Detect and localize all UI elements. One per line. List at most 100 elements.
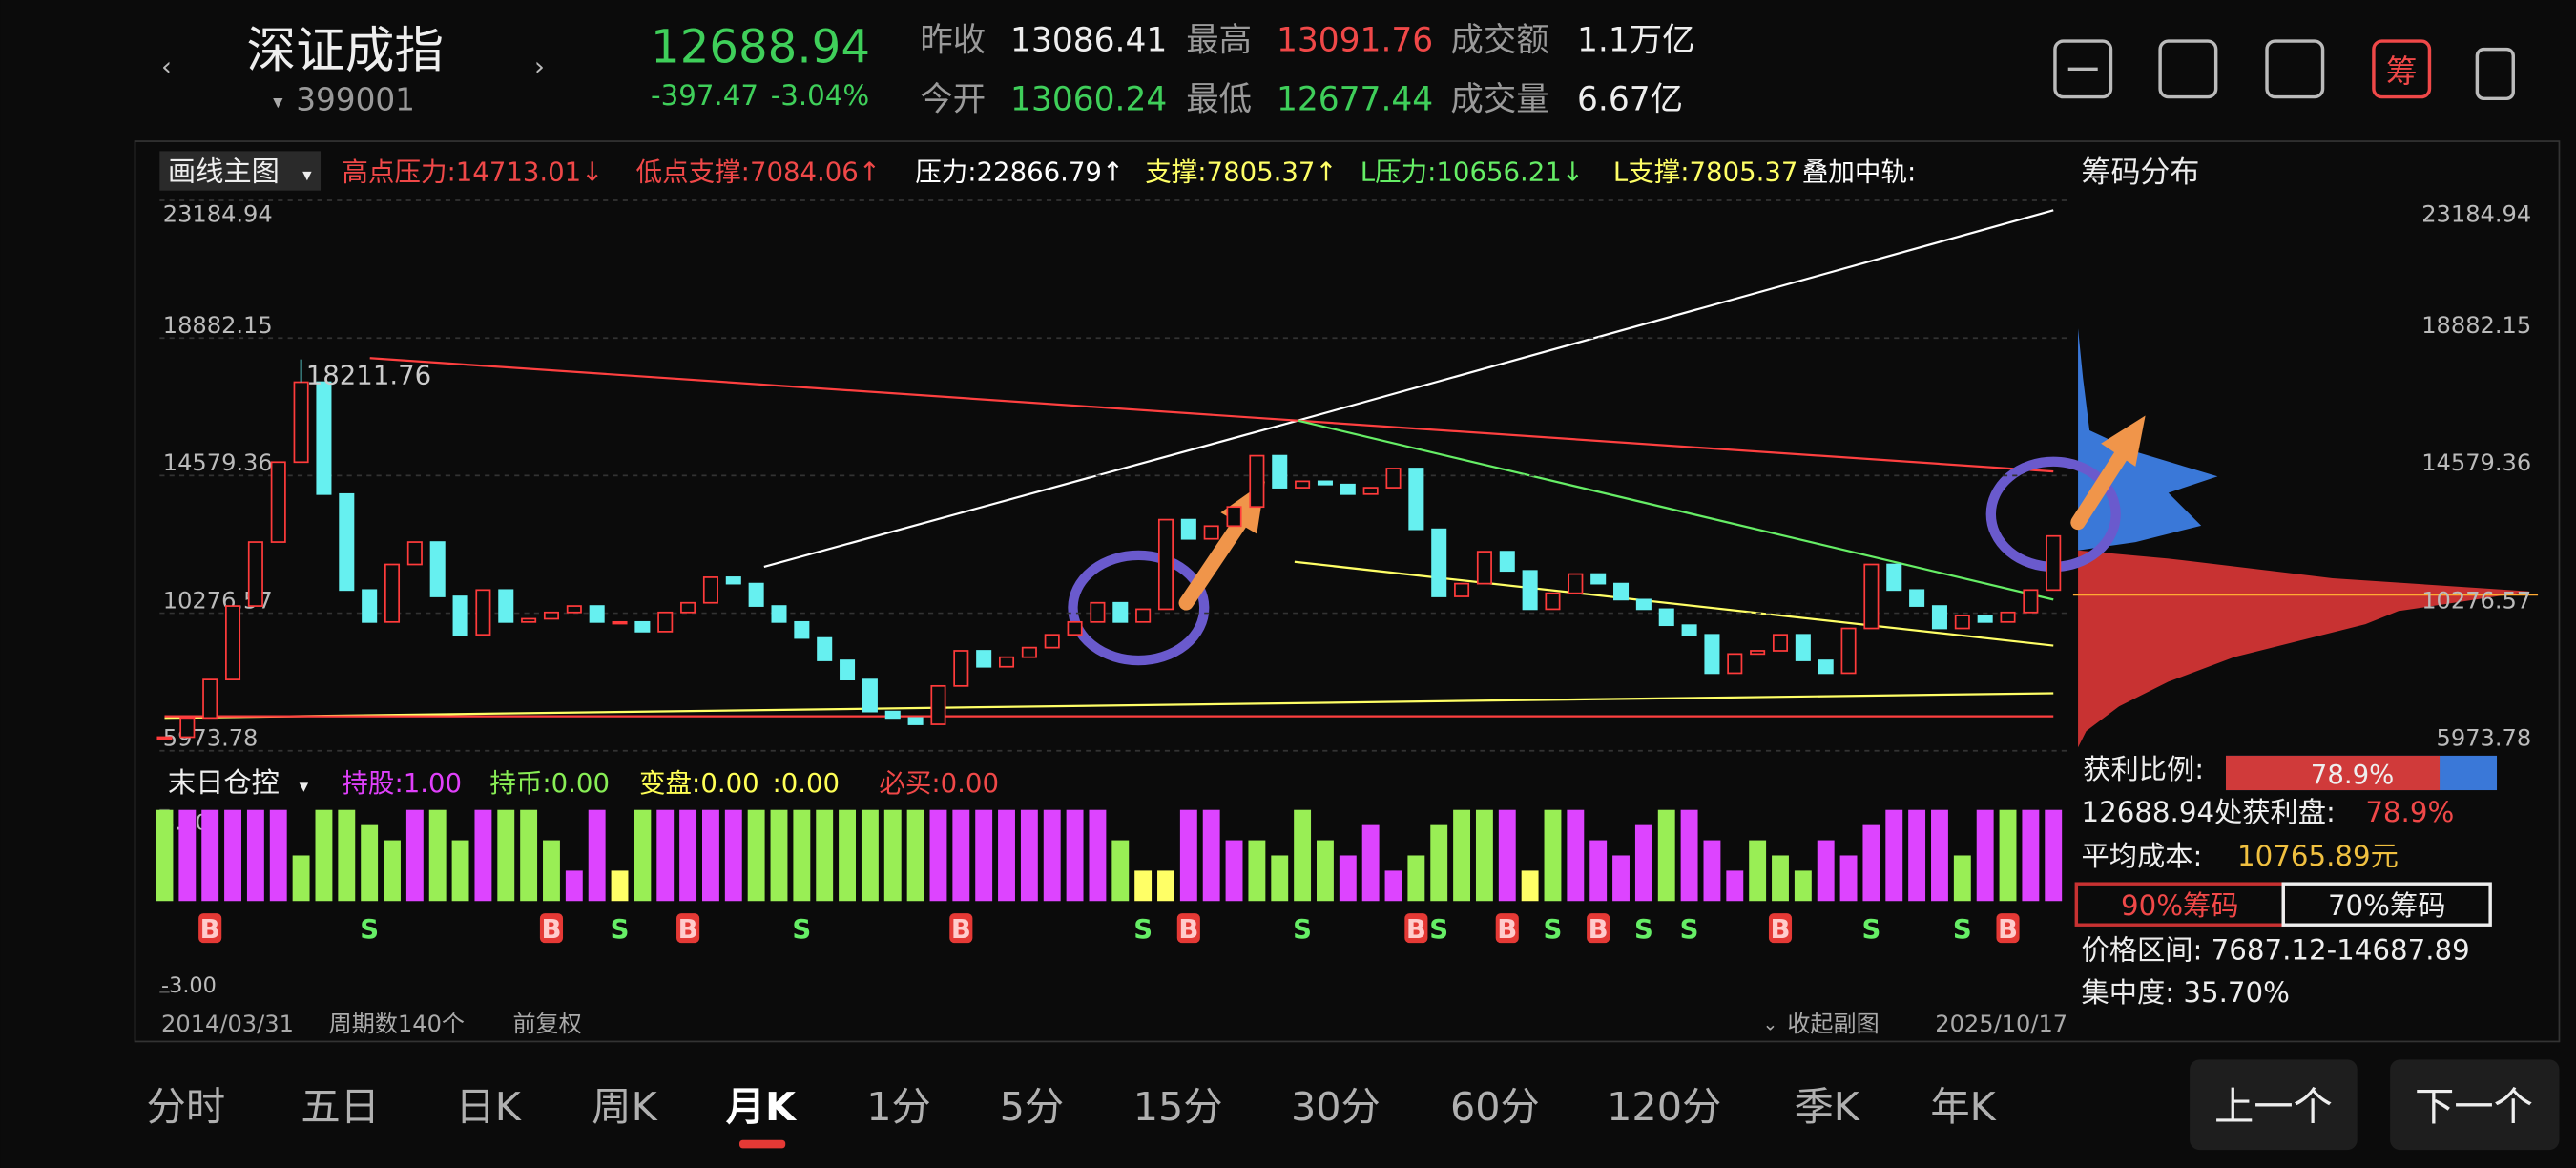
candle [840,659,856,680]
signal: B [1178,914,1198,945]
btn-70[interactable]: 70%筹码 [2328,889,2446,922]
footer-adjust: 前复权 [512,1011,581,1037]
candle [1090,601,1106,623]
tab[interactable]: 日K [455,1084,521,1130]
signal: B [951,914,971,945]
y-tick-label-right: 14579.36 [2421,449,2531,476]
signal: B [1589,914,1609,945]
candle [1863,563,1880,630]
indicator-bar [224,809,241,902]
signal-box [1996,913,2020,944]
indicator-bar [1020,809,1038,902]
indicator-bar [656,809,675,902]
candle [1818,659,1834,675]
indicator-bar [1339,855,1357,902]
candle [270,461,286,543]
tab[interactable]: 120分 [1607,1084,1721,1130]
tab[interactable]: 分时 [147,1084,226,1130]
indicator-bar [292,855,310,902]
indicator-bar [405,809,424,902]
indicator-bar [384,840,401,902]
candle [1568,573,1584,594]
tab[interactable]: 周K [592,1084,657,1130]
y-tick-label-right: 10276.57 [2421,587,2531,614]
y-tick-label: 5973.78 [163,725,259,752]
signal-box [1768,913,1793,944]
tab[interactable]: 五日 [301,1084,380,1130]
avg-cost: 10765.89元 [2237,840,2399,872]
index-name: 深证成指 [247,23,445,80]
quote-high-label: 最高 [1186,21,1252,59]
selector-box[interactable] [159,151,322,191]
candle [1340,483,1356,495]
candle [2023,589,2039,614]
indicator-bar [1862,824,1880,902]
candle [1954,615,1970,630]
candle [2046,534,2062,592]
tab[interactable]: 季K [1794,1084,1859,1130]
tab[interactable]: 1分 [866,1084,931,1130]
candle [1840,627,1857,675]
next-button[interactable] [2390,1059,2560,1151]
indicator-bar [1634,824,1652,902]
indicator-bar [246,809,264,902]
signal: B [1497,914,1517,945]
candle [498,589,514,623]
signal: B [678,914,698,945]
tab[interactable]: 15分 [1133,1084,1223,1130]
indicator-bar [998,809,1015,902]
indicator-bar [428,809,447,902]
indicator-bar [1931,809,1948,902]
sub-y-tick-label: -3.00 [161,973,217,998]
candle [1135,608,1152,623]
tab[interactable]: 30分 [1291,1084,1381,1130]
icon-chip[interactable] [2372,39,2432,99]
prev-button[interactable] [2190,1059,2358,1151]
indicator-bar [679,809,697,902]
toolbar [2053,39,2515,101]
btn-90[interactable]: 90%筹码 [2121,889,2239,922]
indicator-bar [1703,840,1721,902]
candle [725,576,741,585]
tab[interactable]: 5分 [1000,1084,1065,1130]
icon-minus[interactable] [2053,39,2113,99]
arrow [1178,514,1248,611]
profit-at-value: 78.9% [2365,796,2454,828]
quote-open-label: 今开 [920,80,986,118]
footer-start-date: 2014/03/31 [161,1011,294,1037]
candle [680,601,696,614]
tab[interactable]: 月K [726,1084,798,1130]
icon-switch[interactable] [2475,47,2515,101]
nav-button[interactable]: 下一个 [2415,1084,2533,1130]
icon-draw[interactable] [2158,39,2218,99]
candle [429,541,446,597]
tab[interactable]: 60分 [1450,1084,1540,1130]
indicator-bar [816,809,834,902]
prev-arrow[interactable]: ‹ [161,52,172,82]
candle [1476,551,1492,585]
indicator-bar [1111,840,1130,902]
indicator-bar [770,809,788,902]
indicator-legend: 叠加中轨: [1802,156,1916,187]
indicator-bar [724,809,742,902]
btn-70-box[interactable] [2281,882,2492,927]
nav-button[interactable]: 上一个 [2214,1084,2333,1130]
signal: S [360,914,379,945]
indicator-bar [1430,824,1448,902]
candle [1750,650,1766,656]
candle [1067,620,1083,636]
indicator-bar [611,870,629,902]
signal-box [1587,913,1610,944]
next-arrow[interactable]: › [534,52,545,82]
candle [362,589,378,623]
icon-region[interactable] [2265,39,2325,99]
candle [1681,624,1697,636]
candle [339,492,355,592]
index-code: 399001 [296,81,415,117]
signal: B [200,914,220,945]
indicator-legend: L支撑:7805.37 [1613,156,1798,187]
indicator-bar [361,824,379,902]
signal: B [1998,914,2018,945]
tab[interactable]: 年K [1930,1084,1996,1130]
candle [1044,634,1060,649]
